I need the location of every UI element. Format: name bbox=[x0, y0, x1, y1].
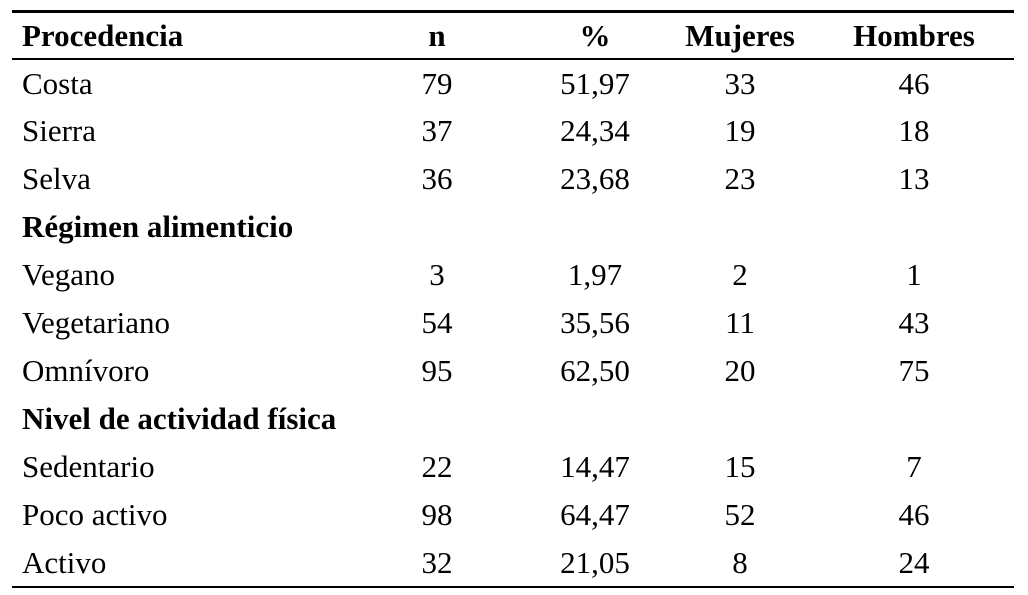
pct-cell: 64,47 bbox=[560, 497, 630, 532]
table-row: Sedentario 22 14,47 15 7 bbox=[12, 443, 1014, 491]
col-header-n: n bbox=[428, 17, 446, 53]
hombres-cell: 43 bbox=[898, 305, 930, 340]
table-row: Vegano 3 1,97 2 1 bbox=[12, 251, 1014, 299]
mujeres-cell: 23 bbox=[724, 161, 756, 196]
demographics-table: Procedencia n % Mujeres Hombres Costa 79… bbox=[12, 10, 1014, 588]
mujeres-cell: 2 bbox=[732, 257, 748, 292]
n-cell: 22 bbox=[421, 449, 453, 484]
col-header-mujeres: Mujeres bbox=[685, 17, 795, 53]
row-label-cell: Sierra bbox=[22, 113, 97, 148]
row-label-cell: Vegetariano bbox=[22, 305, 171, 340]
mujeres-cell: 15 bbox=[724, 449, 756, 484]
row-label-cell: Omnívoro bbox=[22, 353, 150, 388]
table-row: Poco activo 98 64,47 52 46 bbox=[12, 491, 1014, 539]
hombres-cell: 18 bbox=[898, 113, 930, 148]
pct-cell: 23,68 bbox=[560, 161, 630, 196]
section-row: Régimen alimenticio bbox=[12, 203, 1014, 251]
n-cell: 54 bbox=[421, 305, 453, 340]
hombres-cell: 13 bbox=[898, 161, 930, 196]
hombres-cell: 75 bbox=[898, 353, 930, 388]
hombres-cell: 7 bbox=[906, 449, 922, 484]
n-cell: 32 bbox=[421, 544, 453, 580]
row-label-cell: Selva bbox=[22, 161, 91, 196]
mujeres-cell: 8 bbox=[732, 544, 748, 580]
row-label-cell: Vegano bbox=[22, 257, 115, 292]
table-header-row: Procedencia n % Mujeres Hombres bbox=[12, 12, 1014, 59]
section-header-regimen: Régimen alimenticio bbox=[22, 209, 294, 244]
col-header-pct: % bbox=[579, 17, 611, 53]
mujeres-cell: 19 bbox=[724, 113, 756, 148]
hombres-cell: 46 bbox=[898, 65, 930, 101]
mujeres-cell: 52 bbox=[724, 497, 756, 532]
table-row: Omnívoro 95 62,50 20 75 bbox=[12, 347, 1014, 395]
n-cell: 98 bbox=[421, 497, 453, 532]
n-cell: 36 bbox=[421, 161, 453, 196]
hombres-cell: 1 bbox=[906, 257, 922, 292]
table-row: Costa 79 51,97 33 46 bbox=[12, 59, 1014, 107]
table-row: Selva 36 23,68 23 13 bbox=[12, 155, 1014, 203]
mujeres-cell: 33 bbox=[724, 65, 756, 101]
mujeres-cell: 11 bbox=[725, 305, 755, 340]
pct-cell: 1,97 bbox=[567, 257, 623, 292]
n-cell: 3 bbox=[429, 257, 445, 292]
pct-cell: 62,50 bbox=[560, 353, 630, 388]
section-header-actividad: Nivel de actividad física bbox=[22, 401, 337, 436]
col-header-procedencia: Procedencia bbox=[22, 17, 184, 53]
section-row: Nivel de actividad física bbox=[12, 395, 1014, 443]
mujeres-cell: 20 bbox=[724, 353, 756, 388]
pct-cell: 21,05 bbox=[560, 544, 630, 580]
col-header-hombres: Hombres bbox=[853, 17, 975, 53]
n-cell: 95 bbox=[421, 353, 453, 388]
row-label-cell: Activo bbox=[22, 544, 107, 580]
hombres-cell: 46 bbox=[898, 497, 930, 532]
table-row: Activo 32 21,05 8 24 bbox=[12, 539, 1014, 587]
pct-cell: 24,34 bbox=[560, 113, 630, 148]
row-label-cell: Poco activo bbox=[22, 497, 168, 532]
table-row: Vegetariano 54 35,56 11 43 bbox=[12, 299, 1014, 347]
row-label-cell: Sedentario bbox=[22, 449, 155, 484]
hombres-cell: 24 bbox=[898, 544, 930, 580]
row-label-cell: Costa bbox=[22, 65, 93, 101]
pct-cell: 14,47 bbox=[560, 449, 630, 484]
pct-cell: 35,56 bbox=[560, 305, 630, 340]
pct-cell: 51,97 bbox=[560, 65, 630, 101]
table-row: Sierra 37 24,34 19 18 bbox=[12, 107, 1014, 155]
n-cell: 79 bbox=[421, 65, 453, 101]
n-cell: 37 bbox=[421, 113, 453, 148]
